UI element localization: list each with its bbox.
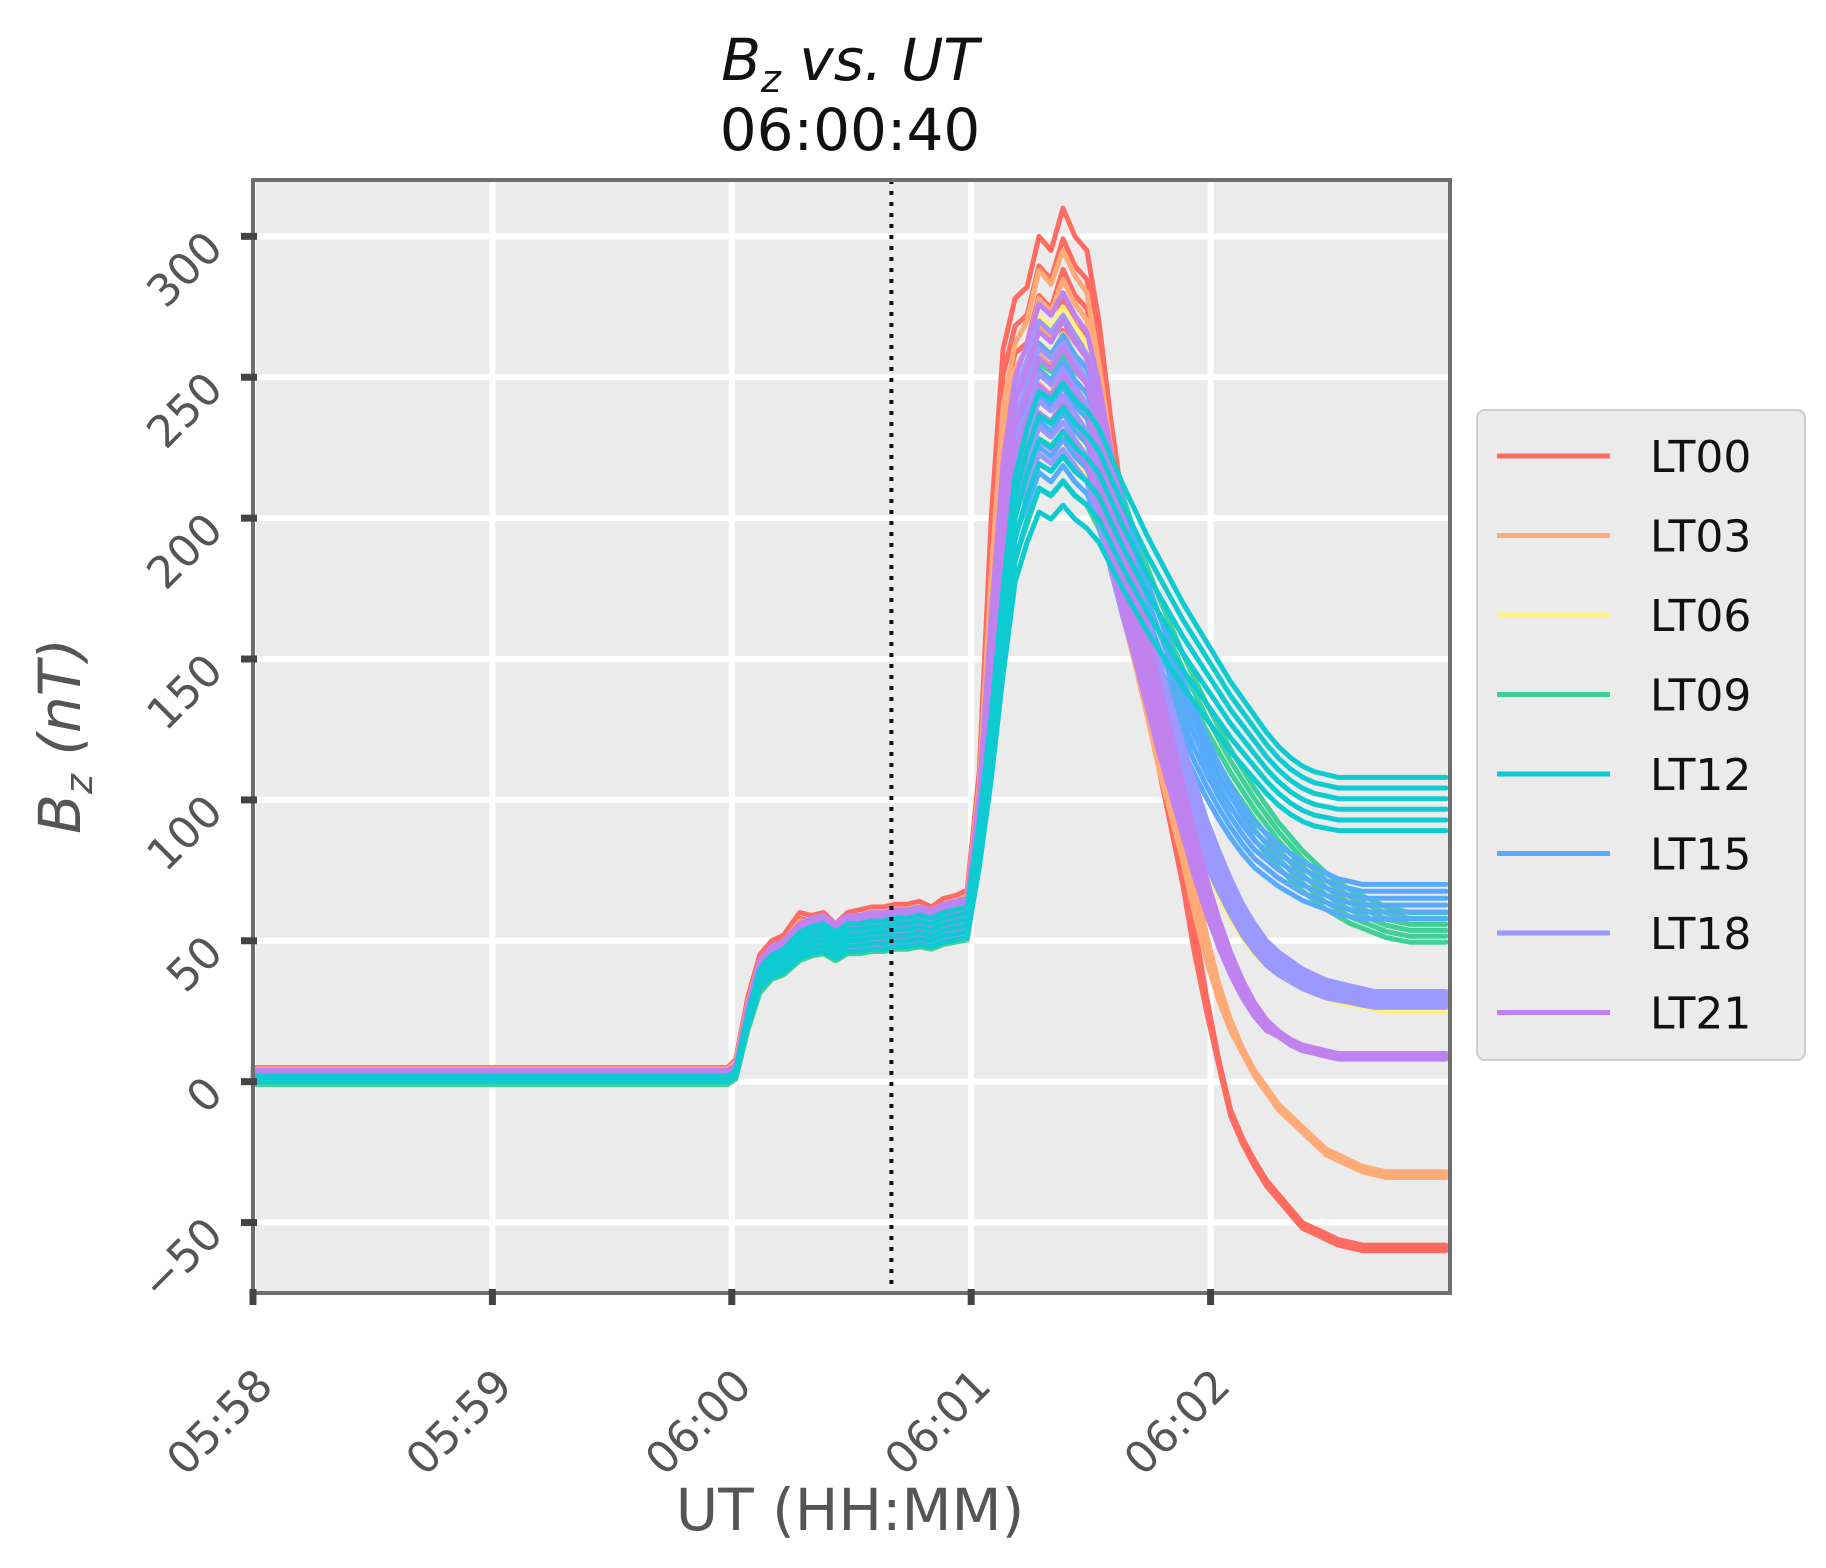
axis-ticks — [241, 232, 1215, 1305]
x-tick-label-2: 06:00 — [636, 1360, 762, 1486]
legend-item-LT21: LT21 — [1497, 989, 1751, 1040]
legend-item-LT15: LT15 — [1497, 830, 1751, 881]
series-lines — [250, 205, 1449, 1254]
x-tick-label-1: 05:59 — [396, 1360, 522, 1486]
legend-label-LT06: LT06 — [1650, 591, 1751, 642]
x-tick-labels: 05:58 05:59 06:00 06:01 06:02 — [157, 1360, 1240, 1486]
legend-item-LT03: LT03 — [1497, 512, 1751, 563]
x-axis-label: UT (HH:MM) — [676, 1476, 1024, 1544]
legend-label-LT12: LT12 — [1650, 750, 1751, 801]
y-tick-label-3: 100 — [137, 786, 232, 881]
legend: LT00 LT03 LT06 LT09 LT12 LT15 LT18 LT21 — [1476, 409, 1806, 1061]
legend-item-LT00: LT00 — [1497, 432, 1751, 483]
y-tick-label-0: −50 — [131, 1208, 233, 1310]
legend-item-LT12: LT12 — [1497, 750, 1751, 801]
chart-subtitle: 06:00:40 — [720, 96, 981, 164]
line-LT12-2 — [250, 429, 1449, 1081]
series-LT12 — [250, 380, 1449, 1085]
y-tick-label-6: 250 — [137, 363, 232, 458]
plot-frame — [251, 178, 1452, 1295]
legend-label-LT00: LT00 — [1650, 432, 1751, 483]
line-LT12-5 — [250, 502, 1449, 1085]
grid-lines — [250, 180, 1450, 1293]
y-tick-label-2: 50 — [157, 927, 233, 1003]
legend-item-LT18: LT18 — [1497, 909, 1751, 960]
line-LT12-3 — [250, 453, 1449, 1082]
legend-box — [1476, 409, 1806, 1061]
y-tick-label-7: 300 — [137, 222, 232, 317]
line-LT12-4 — [250, 478, 1449, 1083]
chart-title: Bz vs. UT — [721, 26, 983, 101]
legend-label-LT15: LT15 — [1650, 830, 1751, 881]
legend-item-LT06: LT06 — [1497, 591, 1751, 642]
legend-label-LT21: LT21 — [1650, 989, 1751, 1040]
y-tick-label-4: 150 — [137, 645, 232, 740]
line-LT12-1 — [250, 404, 1449, 1080]
y-axis-label: Bz (nT) — [26, 638, 101, 834]
x-tick-label-0: 05:58 — [157, 1360, 283, 1486]
x-tick-label-4: 06:02 — [1115, 1360, 1241, 1486]
x-tick-label-3: 06:01 — [875, 1360, 1001, 1486]
legend-item-LT09: LT09 — [1497, 671, 1751, 722]
y-tick-label-5: 200 — [137, 504, 232, 599]
legend-label-LT09: LT09 — [1650, 671, 1751, 722]
y-tick-labels: −50 0 50 100 150 200 250 300 — [131, 222, 233, 1310]
line-LT12-0 — [250, 380, 1449, 1079]
y-tick-label-1: 0 — [177, 1067, 233, 1123]
legend-label-LT18: LT18 — [1650, 909, 1751, 960]
legend-label-LT03: LT03 — [1650, 512, 1751, 563]
